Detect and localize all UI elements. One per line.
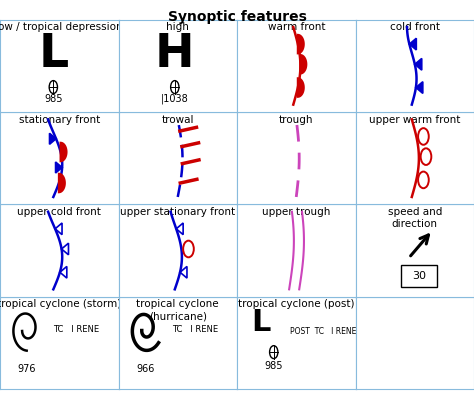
Text: 966: 966 xyxy=(136,364,155,374)
Text: speed and
direction: speed and direction xyxy=(388,207,442,229)
Polygon shape xyxy=(61,143,66,161)
Text: upper trough: upper trough xyxy=(262,207,330,217)
Text: TC   I RENE: TC I RENE xyxy=(53,325,100,334)
Text: upper cold front: upper cold front xyxy=(18,207,101,217)
Text: TC   I RENE: TC I RENE xyxy=(172,325,218,334)
Text: |1038: |1038 xyxy=(161,94,189,104)
Polygon shape xyxy=(416,82,423,94)
Polygon shape xyxy=(301,55,306,73)
Text: low / tropical depression: low / tropical depression xyxy=(0,22,123,32)
Text: trough: trough xyxy=(279,115,313,125)
Polygon shape xyxy=(298,35,304,53)
Polygon shape xyxy=(55,162,62,173)
Text: Synoptic features: Synoptic features xyxy=(168,10,306,24)
Text: 985: 985 xyxy=(44,94,63,104)
Polygon shape xyxy=(59,174,65,192)
Text: tropical cyclone (storm): tropical cyclone (storm) xyxy=(0,299,121,309)
Polygon shape xyxy=(298,78,304,97)
Polygon shape xyxy=(49,133,56,144)
Text: stationary front: stationary front xyxy=(18,115,100,125)
Text: warm front: warm front xyxy=(267,22,325,32)
Text: tropical cyclone
(hurricane): tropical cyclone (hurricane) xyxy=(137,299,219,321)
Text: trowal: trowal xyxy=(162,115,194,125)
Text: L: L xyxy=(38,32,68,77)
Polygon shape xyxy=(415,59,422,70)
Text: POST  TC   I RENE: POST TC I RENE xyxy=(290,327,357,336)
Text: upper warm front: upper warm front xyxy=(369,115,460,125)
Text: 976: 976 xyxy=(18,364,36,374)
Text: L: L xyxy=(251,308,270,337)
FancyBboxPatch shape xyxy=(401,265,437,288)
Text: cold front: cold front xyxy=(390,22,440,32)
Text: tropical cyclone (post): tropical cyclone (post) xyxy=(238,299,355,309)
Text: upper stationary front: upper stationary front xyxy=(120,207,235,217)
Text: H: H xyxy=(155,32,195,77)
Text: high: high xyxy=(166,22,189,32)
Text: 30: 30 xyxy=(412,272,426,281)
Polygon shape xyxy=(410,38,416,50)
Text: 985: 985 xyxy=(264,361,283,371)
